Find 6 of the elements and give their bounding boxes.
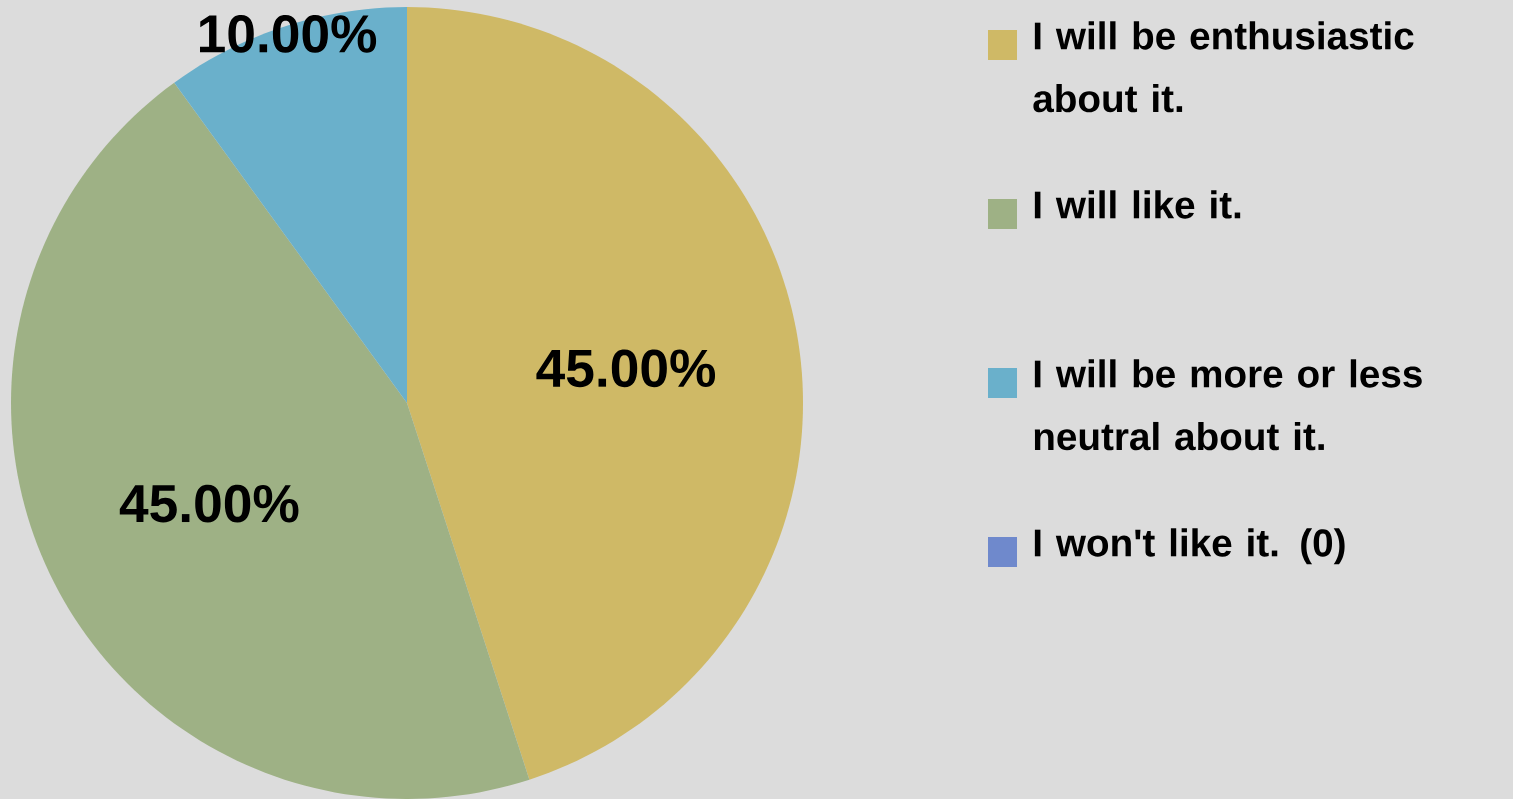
legend-label: I will be more or less neutral about it.: [1034, 359, 1422, 451]
legend-label: I will be enthusiastic about it.: [1033, 21, 1414, 113]
legend-label: I won't like it. (0): [1034, 528, 1345, 565]
data-label: 45.00%: [119, 484, 299, 523]
data-label: 45.00%: [536, 349, 716, 388]
legend-label: I will like it.: [1034, 190, 1241, 219]
